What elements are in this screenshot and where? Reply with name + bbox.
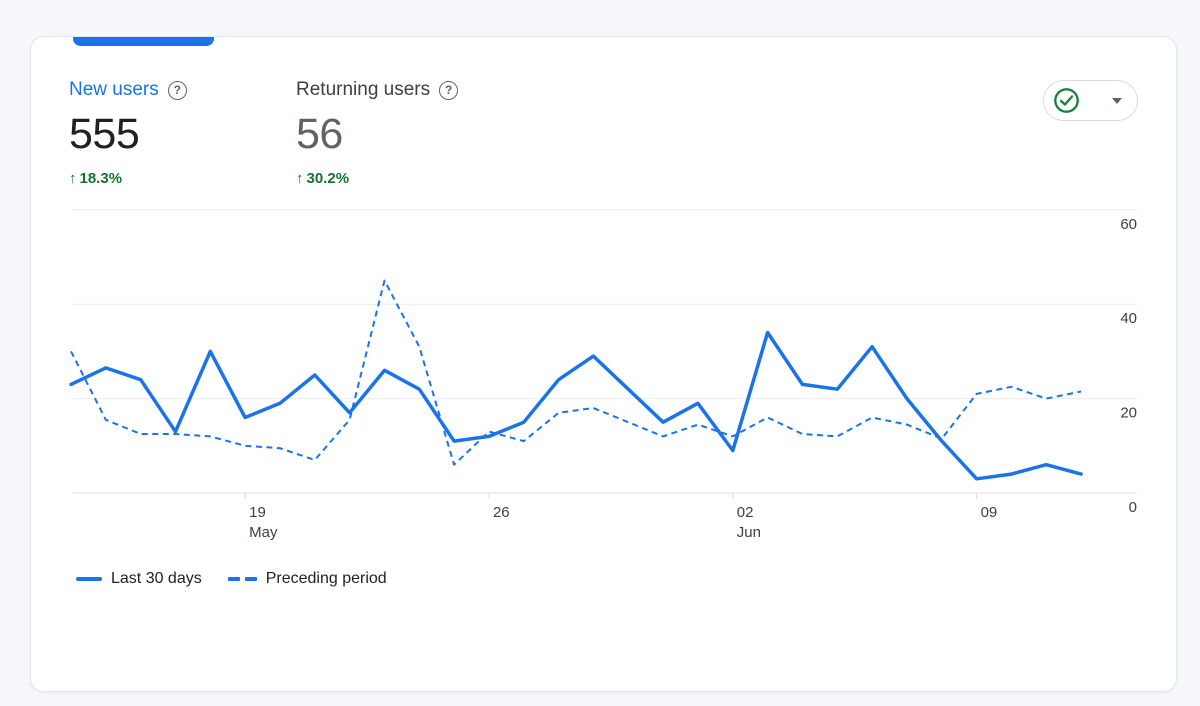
check-circle-icon [1054,88,1079,113]
legend-label: Last 30 days [111,570,202,587]
metric-new-users: New users ? 555 ↑ 18.3% [69,77,187,187]
users-line-chart: 0 20 40 60 19 May 26 02 Jun 09 [69,209,1137,541]
preceding-period-line[interactable] [70,279,1082,466]
x-axis-label: 02 [737,504,754,521]
new-users-delta-value: 18.3% [79,170,123,187]
legend-label: Preceding period [265,570,387,587]
returning-users-value: 56 [296,110,343,158]
users-overview-card: 0 20 40 60 19 May 26 02 Jun 09 New users ? 555 ↑ … [30,36,1177,692]
solid-line-swatch [76,577,102,581]
x-axis-sublabel: Jun [737,524,761,541]
x-axis-label: 19 [249,504,266,521]
legend-item-preceding-period[interactable]: Preceding period [227,570,387,588]
chart-legend: Last 30 days Preceding period [76,568,413,590]
y-axis-label: 40 [1120,310,1137,327]
dashed-line-swatch [227,577,257,581]
y-axis-label: 20 [1120,405,1137,422]
y-axis-label: 0 [1129,499,1137,516]
new-users-tab-label[interactable]: New users [69,79,159,100]
help-icon[interactable]: ? [439,80,459,100]
x-axis-label: 26 [493,504,510,521]
returning-users-delta: ↑ 30.2% [296,170,458,187]
new-users-value: 555 [69,110,140,158]
up-arrow-icon: ↑ [296,170,304,187]
help-icon[interactable]: ? [167,80,187,100]
new-users-delta: ↑ 18.3% [69,170,187,187]
returning-users-tab-label[interactable]: Returning users [296,79,431,100]
returning-users-delta-value: 30.2% [306,170,350,187]
metric-returning-users: Returning users ? 56 ↑ 30.2% [296,77,459,187]
x-axis-label: 09 [981,504,998,521]
last-30-days-line[interactable] [69,330,1083,481]
active-tab-indicator[interactable] [73,37,214,46]
caret-down-icon [1112,97,1122,104]
y-axis-label: 60 [1120,216,1137,233]
x-axis-sublabel: May [249,524,278,541]
up-arrow-icon: ↑ [69,170,77,187]
data-quality-dropdown-button[interactable] [1043,80,1138,121]
metric-new-users-header: New users ? [69,77,187,103]
metric-returning-users-header: Returning users ? [296,77,459,103]
legend-item-last-30-days[interactable]: Last 30 days [76,570,202,588]
